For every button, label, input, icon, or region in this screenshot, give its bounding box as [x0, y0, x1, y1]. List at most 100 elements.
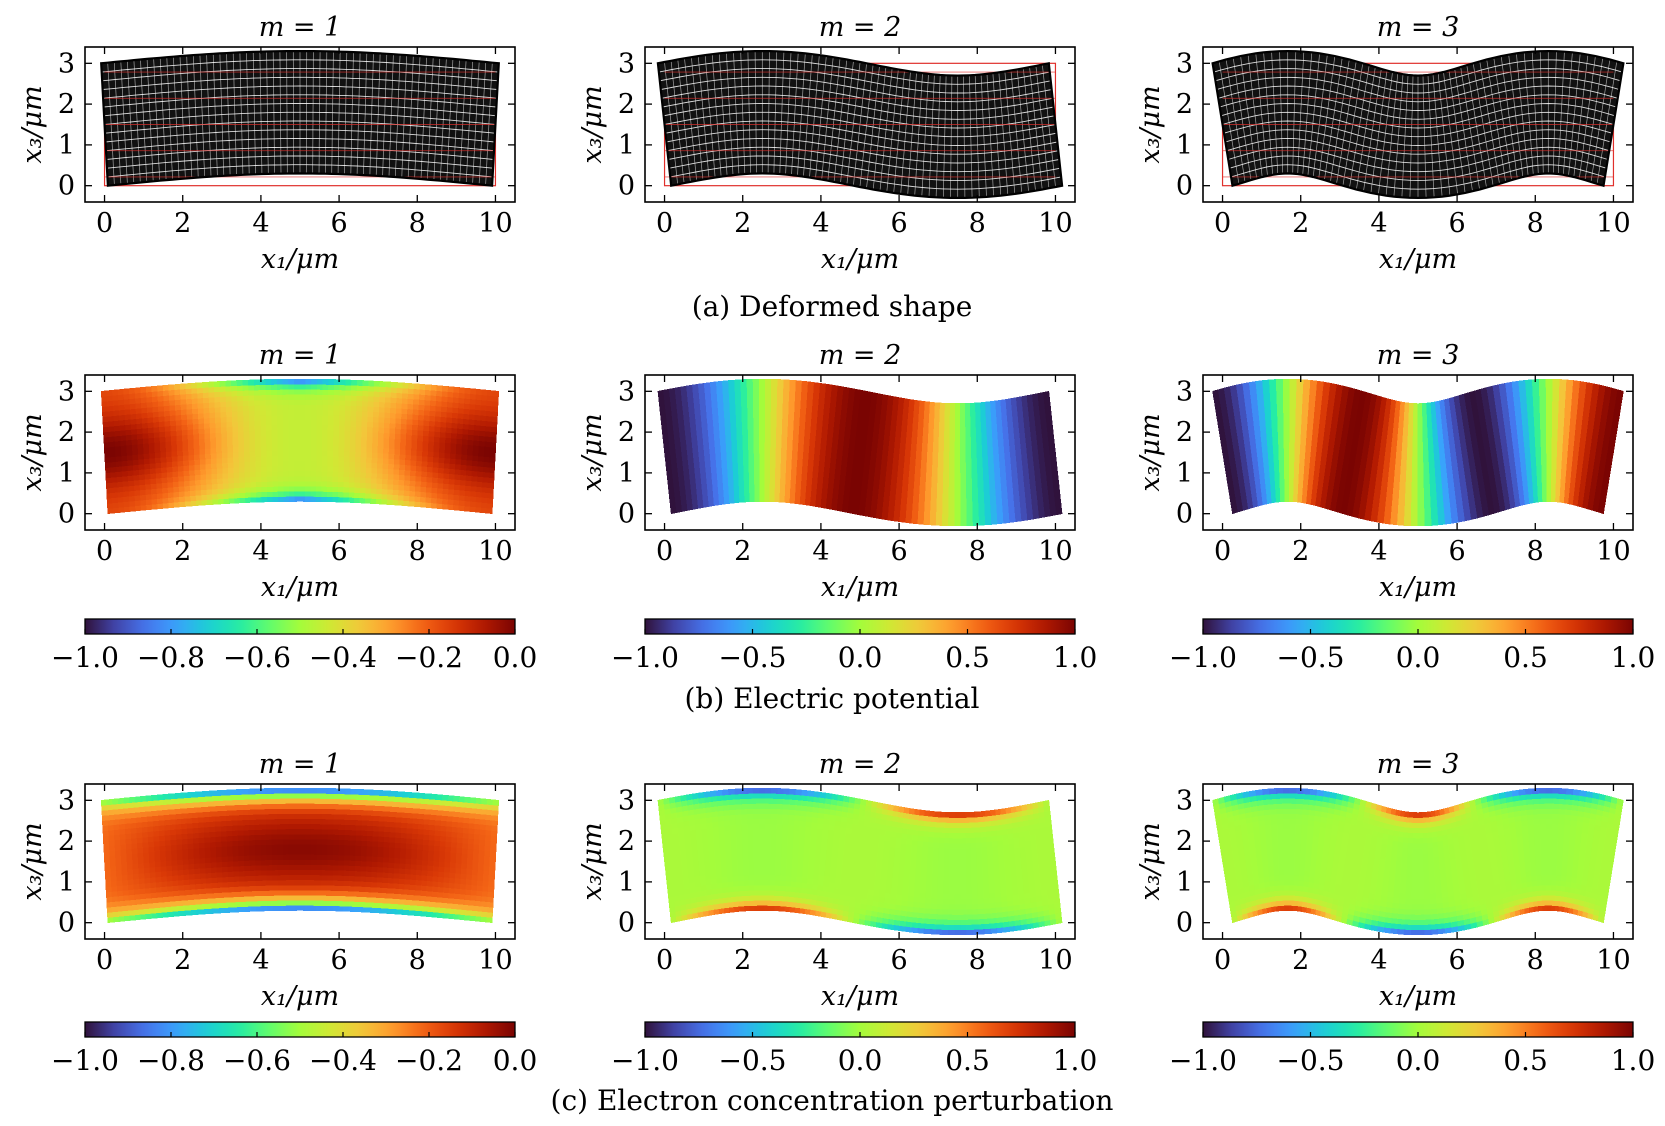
mesh-line — [718, 53, 728, 176]
colorbar-tick-label: 0.5 — [945, 641, 990, 674]
mesh-line — [1232, 57, 1252, 181]
axes-frame — [84, 783, 516, 940]
panel-b-m2: m = 2 0 2 4 6 8 10 0 1 2 3 x₁/μm x₃/μm — [577, 340, 1076, 603]
panel-title: m = 2 — [819, 12, 902, 43]
colorbar-tick-label: −0.5 — [719, 1044, 787, 1077]
panel-title: m = 3 — [1377, 12, 1460, 43]
mesh-line — [1578, 56, 1596, 179]
mesh-line — [815, 56, 827, 179]
mesh-line — [785, 52, 792, 175]
mesh-line — [1016, 69, 1029, 192]
x-axis-label: x₁/μm — [1379, 981, 1457, 1012]
y-tick-label: 1 — [58, 458, 75, 489]
mesh-line — [439, 58, 447, 181]
colorbar-tick-label: 0.0 — [493, 1044, 538, 1077]
y-tick-label: 1 — [618, 867, 635, 898]
mesh-line — [232, 52, 237, 176]
mesh-line — [859, 64, 874, 188]
mesh-line — [1336, 61, 1357, 184]
x-tick-label: 0 — [96, 945, 113, 976]
field-cells — [100, 787, 500, 924]
colorbar-tick-label: −0.6 — [223, 1044, 291, 1077]
x-tick-label: 6 — [330, 208, 347, 239]
y-axis-label: x₃/μm — [577, 85, 608, 163]
x-tick-label: 0 — [1214, 536, 1231, 567]
x-tick-label: 2 — [174, 945, 191, 976]
x-tick-label: 4 — [252, 208, 269, 239]
x-tick-label: 4 — [812, 536, 829, 567]
colorbar-tick-label: 0.0 — [493, 641, 538, 674]
y-tick-label: 2 — [618, 417, 635, 448]
mesh-line — [1516, 53, 1529, 176]
x-tick-label: 8 — [969, 208, 986, 239]
mesh-line — [1486, 59, 1506, 182]
mesh-line — [840, 60, 854, 184]
colorbar-tick-label: −1.0 — [51, 641, 119, 674]
mesh-line — [821, 57, 834, 180]
mesh-line — [401, 55, 408, 178]
x-tick-label: 10 — [1596, 208, 1630, 239]
field-cells — [657, 787, 1063, 936]
panel-title: m = 3 — [1377, 340, 1460, 371]
y-tick-label: 0 — [618, 171, 635, 202]
panel-title: m = 1 — [259, 340, 342, 371]
y-tick-label: 3 — [58, 376, 75, 407]
colorbar-tick-label: 0.0 — [1396, 641, 1441, 674]
mesh-line — [127, 60, 135, 184]
y-tick-label: 3 — [618, 376, 635, 407]
colorbar-tick-label: −0.8 — [137, 641, 205, 674]
mesh-line — [173, 56, 180, 180]
mesh-line — [992, 73, 1002, 196]
plot-area — [1212, 378, 1624, 527]
mesh-line — [1302, 52, 1313, 175]
mesh-line — [900, 71, 911, 194]
deformed-outline — [100, 50, 500, 187]
x-tick-label: 4 — [1370, 945, 1387, 976]
colorbar-tick-label: −0.4 — [309, 1044, 377, 1077]
panel-a-m1: m = 1 0 2 4 6 8 10 0 1 2 3 x₁/μm x₃/μm — [17, 12, 516, 275]
mesh-line — [1307, 53, 1320, 176]
mesh-line — [726, 52, 734, 176]
mesh-line — [704, 55, 716, 178]
x-tick-label: 8 — [409, 208, 426, 239]
y-tick-label: 2 — [58, 826, 75, 857]
panel-title: m = 1 — [259, 749, 342, 780]
colorbar-tick-label: −0.5 — [1277, 1044, 1345, 1077]
mesh-line — [1255, 53, 1268, 176]
colorbar-tick-label: −1.0 — [1169, 641, 1237, 674]
y-axis-label: x₃/μm — [577, 822, 608, 900]
mesh-line — [120, 61, 128, 184]
mesh-line — [186, 55, 193, 179]
colorbar-tick-label: −0.8 — [137, 1044, 205, 1077]
x-axis-label: x₁/μm — [1379, 244, 1457, 275]
mesh-line — [1041, 64, 1056, 188]
mesh-line — [485, 62, 493, 186]
y-tick-label: 0 — [618, 908, 635, 939]
mesh-line — [697, 56, 710, 179]
x-tick-label: 4 — [252, 536, 269, 567]
mesh-line — [797, 53, 806, 176]
mesh-line — [388, 54, 394, 177]
x-tick-label: 0 — [1214, 208, 1231, 239]
x-tick-label: 2 — [174, 208, 191, 239]
x-tick-label: 6 — [1448, 208, 1465, 239]
axes-frame — [1202, 374, 1634, 531]
mesh-line — [226, 53, 231, 176]
x-tick-label: 2 — [734, 208, 751, 239]
x-tick-label: 10 — [1596, 945, 1630, 976]
x-tick-label: 0 — [656, 208, 673, 239]
mesh-line — [893, 70, 905, 193]
mesh-line — [928, 74, 935, 197]
axes-frame — [84, 46, 516, 203]
mesh-line — [146, 58, 154, 182]
mesh-line — [375, 53, 381, 176]
mesh-line — [809, 55, 820, 178]
panel-c-m2: m = 2 0 2 4 6 8 10 0 1 2 3 x₁/μm x₃/μm — [577, 749, 1076, 1012]
y-axis-label: x₃/μm — [577, 413, 608, 491]
y-tick-label: 3 — [1176, 48, 1193, 79]
mesh-line — [199, 54, 205, 178]
y-tick-label: 0 — [1176, 499, 1193, 530]
x-tick-label: 2 — [734, 536, 751, 567]
deformed-outline — [1211, 49, 1625, 200]
